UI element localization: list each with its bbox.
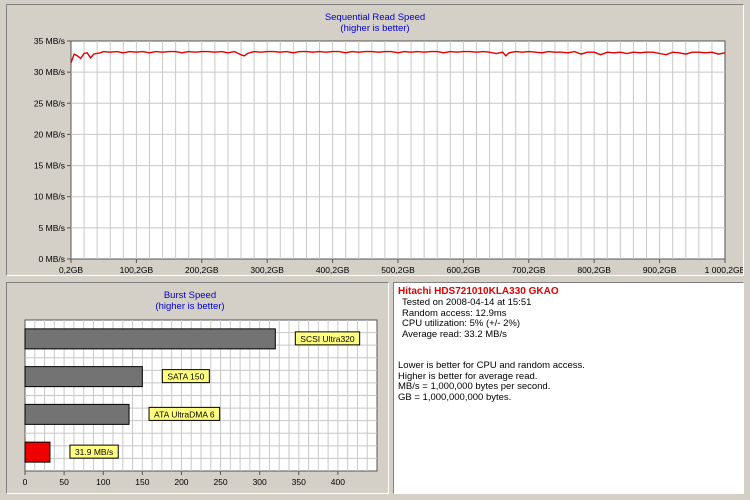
- seq-y-tick-label: 0 MB/s: [39, 254, 65, 264]
- burst-bar-label-box: [148, 406, 221, 421]
- seq-y-tick-label: 10 MB/s: [34, 192, 65, 202]
- seq-x-tick-label: 200,2GB: [185, 265, 219, 275]
- burst-x-tick-label: 350: [292, 477, 306, 487]
- sequential-read-panel: Sequential Read Speed (higher is better)…: [6, 4, 746, 276]
- burst-bar-label: SCSI Ultra320: [300, 334, 355, 344]
- test-date-line: Tested on 2008-04-14 at 15:51: [402, 297, 532, 308]
- seq-chart-title: Sequential Read Speed: [325, 12, 425, 23]
- seq-y-tick-label: 15 MB/s: [34, 161, 65, 171]
- seq-x-ticks: 0,2GB 100,2GB 200,2GB 300,2GB 400,2GB 500,2GB…: [59, 259, 746, 275]
- burst-bar: [24, 403, 130, 425]
- burst-speed-chart: Burst Speed (higher is better) SCSI Ultr…: [23, 290, 378, 487]
- burst-bar-label-box: [294, 331, 361, 346]
- seq-chart-subtitle: (higher is better): [340, 23, 409, 34]
- burst-bar-label-box: [161, 369, 210, 384]
- notes: Lower is better for CPU and random acces…: [398, 360, 585, 403]
- seq-x-tick-label: 700,2GB: [512, 265, 546, 275]
- drive-info-panel: Hitachi HDS721010KLA330 GKAO Tested on 2…: [393, 282, 744, 494]
- burst-bar: [24, 366, 143, 388]
- burst-x-tick-label: 300: [253, 477, 267, 487]
- burst-bars: SCSI Ultra320 SATA 150 ATA UltraDMA 6 31.9 …: [24, 328, 361, 463]
- burst-bar-label-box: [69, 444, 119, 459]
- random-access-line: Random access: 12.9ms: [402, 307, 507, 319]
- burst-x-tick-label: 250: [213, 477, 227, 487]
- note-line: Lower is better for CPU and random acces…: [398, 360, 585, 371]
- drive-model-title: Hitachi HDS721010KLA330 GKAO: [398, 286, 559, 297]
- burst-x-tick-label: 150: [135, 477, 149, 487]
- seq-y-tick-label: 20 MB/s: [34, 129, 65, 139]
- sequential-read-chart: Sequential Read Speed (higher is better)…: [34, 12, 746, 275]
- seq-x-tick-label: 500,2GB: [381, 265, 415, 275]
- burst-bar: [24, 441, 51, 463]
- note-line: MB/s = 1,000,000 bytes per second.: [398, 381, 551, 392]
- burst-x-ticks: 0 50 100 150 200 250 300 350 400: [23, 471, 345, 487]
- average-read-line: Average read: 33.2 MB/s: [402, 328, 507, 340]
- seq-series-line: [70, 50, 726, 64]
- burst-chart-subtitle: (higher is better): [155, 301, 224, 312]
- burst-bar-label: ATA UltraDMA 6: [154, 409, 215, 419]
- burst-x-tick-label: 400: [331, 477, 345, 487]
- burst-bar: [24, 328, 276, 350]
- burst-x-tick-label: 200: [174, 477, 188, 487]
- burst-speed-panel: Burst Speed (higher is better) SCSI Ultr…: [6, 282, 389, 494]
- seq-x-tick-label: 0,2GB: [59, 265, 83, 275]
- burst-x-tick-label: 100: [96, 477, 110, 487]
- seq-grid: [71, 41, 725, 259]
- note-line: GB = 1,000,000,000 bytes.: [398, 391, 512, 403]
- seq-x-tick-label: 800,2GB: [577, 265, 611, 275]
- seq-x-tick-label: 100,2GB: [120, 265, 154, 275]
- note-line: Higher is better for average read.: [398, 370, 538, 382]
- seq-y-tick-label: 30 MB/s: [34, 67, 65, 77]
- burst-x-tick-label: 0: [23, 477, 28, 487]
- seq-x-tick-label: 600,2GB: [447, 265, 481, 275]
- seq-x-tick-label: 300,2GB: [250, 265, 284, 275]
- burst-x-tick-label: 50: [59, 477, 69, 487]
- seq-x-tick-label: 900,2GB: [643, 265, 677, 275]
- seq-y-ticks: 0 MB/s 5 MB/s 10 MB/s 15 MB/s 20 MB/s 25 MB/s…: [34, 36, 71, 264]
- burst-bar-label: SATA 150: [167, 372, 204, 382]
- burst-chart-title: Burst Speed: [164, 290, 216, 301]
- seq-y-tick-label: 25 MB/s: [34, 98, 65, 108]
- seq-y-tick-label: 5 MB/s: [39, 223, 65, 233]
- seq-x-tick-label: 400,2GB: [316, 265, 350, 275]
- test-results: Tested on 2008-04-14 at 15:51 Random acc…: [402, 297, 532, 340]
- burst-bar-label: 31.9 MB/s: [75, 447, 113, 457]
- seq-y-tick-label: 35 MB/s: [34, 36, 65, 46]
- seq-x-tick-label: 1 000,2GB: [705, 265, 743, 275]
- cpu-utilization-line: CPU utilization: 5% (+/- 2%): [402, 318, 520, 329]
